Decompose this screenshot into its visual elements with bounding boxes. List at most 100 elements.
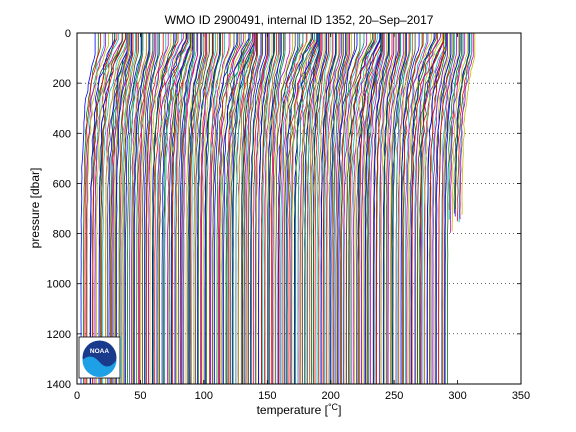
- profile-line-135: [252, 33, 269, 384]
- profile-line-109: [218, 33, 245, 384]
- profile-line-287: [444, 33, 461, 384]
- y-tick-label-0: 0: [65, 28, 71, 40]
- profile-line-60: [157, 33, 184, 384]
- profile-line-180: [309, 33, 325, 384]
- profile-line-71: [171, 33, 191, 384]
- profile-line-75: [175, 33, 192, 384]
- profile-line-36: [127, 33, 143, 384]
- profile-line-196: [330, 33, 346, 384]
- profile-line-213: [351, 33, 378, 384]
- profile-line-191: [322, 33, 340, 384]
- profile-line-277: [432, 33, 449, 384]
- profile-line-77: [179, 33, 194, 384]
- y-tick-label-7: 1400: [47, 379, 71, 391]
- profile-line-136: [254, 33, 271, 384]
- x-tick-label-0: 0: [74, 390, 80, 402]
- profile-line-145: [264, 33, 281, 384]
- profile-line-111: [221, 33, 250, 384]
- profile-line-86: [189, 33, 206, 384]
- profile-line-89: [193, 33, 209, 384]
- profile-line-103: [211, 33, 232, 384]
- profile-lines: [80, 33, 476, 384]
- profile-line-120: [232, 33, 256, 384]
- profile-line-62: [159, 33, 187, 384]
- x-tick-label-3: 150: [258, 390, 276, 402]
- profile-line-185: [316, 33, 331, 384]
- profile-line-200: [335, 33, 350, 384]
- profile-line-297: [458, 33, 473, 223]
- profile-line-184: [314, 33, 330, 384]
- profile-line-231: [373, 33, 390, 384]
- profile-line-147: [268, 33, 282, 384]
- profile-line-17: [102, 33, 127, 384]
- profile-line-206: [342, 33, 365, 384]
- profile-line-66: [164, 33, 190, 384]
- profile-line-113: [225, 33, 251, 384]
- profile-line-101: [209, 33, 226, 384]
- profile-line-2: [84, 33, 101, 384]
- profile-line-257: [407, 33, 432, 384]
- profile-line-15: [100, 33, 126, 384]
- profile-line-299: [461, 33, 476, 215]
- profile-line-280: [435, 33, 452, 384]
- profile-line-189: [320, 33, 337, 384]
- profile-line-116: [227, 33, 253, 384]
- profile-line-160: [284, 33, 312, 384]
- x-tick-label-2: 100: [195, 390, 213, 402]
- profile-line-44: [137, 33, 154, 384]
- profile-line-153: [275, 33, 296, 384]
- profile-line-270: [423, 33, 447, 384]
- profile-line-204: [339, 33, 361, 384]
- profile-line-29: [118, 33, 134, 384]
- profile-line-193: [325, 33, 342, 384]
- profile-line-144: [264, 33, 280, 384]
- profile-line-273: [426, 33, 447, 384]
- profile-line-50: [145, 33, 160, 384]
- profile-line-245: [391, 33, 408, 384]
- profile-line-57: [152, 33, 177, 384]
- profile-line-30: [119, 33, 134, 384]
- profile-line-174: [302, 33, 320, 384]
- profile-line-93: [199, 33, 215, 384]
- y-tick-label-4: 800: [53, 229, 71, 241]
- profile-line-1: [83, 33, 99, 384]
- profile-line-164: [290, 33, 315, 384]
- profile-line-43: [136, 33, 151, 384]
- profile-line-261: [411, 33, 438, 384]
- profile-line-154: [277, 33, 299, 384]
- profile-line-267: [419, 33, 444, 384]
- profile-line-40: [132, 33, 147, 384]
- profile-line-233: [376, 33, 393, 384]
- x-tick-label-5: 250: [385, 390, 403, 402]
- profile-line-230: [372, 33, 389, 384]
- profile-line-127: [242, 33, 257, 384]
- x-tick-label-1: 50: [134, 390, 146, 402]
- profile-line-169: [294, 33, 319, 384]
- profile-line-197: [331, 33, 348, 384]
- profile-line-165: [290, 33, 318, 384]
- profile-line-205: [340, 33, 365, 384]
- profile-line-63: [161, 33, 188, 384]
- y-axis-label: pressure [dbar]: [28, 168, 42, 249]
- profile-line-216: [356, 33, 381, 384]
- profile-line-12: [96, 33, 123, 384]
- profile-line-85: [189, 33, 205, 384]
- profile-line-201: [336, 33, 352, 384]
- profile-line-232: [375, 33, 391, 384]
- y-tick-label-5: 1000: [47, 279, 71, 291]
- noaa-logo-text: NOAA: [90, 348, 109, 355]
- profile-line-263: [414, 33, 442, 384]
- profile-line-58: [154, 33, 179, 384]
- profile-line-95: [200, 33, 218, 384]
- profile-line-269: [421, 33, 446, 384]
- y-tick-label-3: 600: [53, 178, 71, 190]
- profile-line-211: [348, 33, 375, 384]
- profile-line-31: [121, 33, 136, 384]
- profile-line-187: [318, 33, 333, 384]
- profile-line-290: [448, 33, 464, 220]
- profile-line-226: [367, 33, 384, 384]
- profile-line-7: [90, 33, 115, 384]
- profile-line-171: [297, 33, 319, 384]
- profile-line-98: [204, 33, 221, 384]
- profile-line-198: [333, 33, 349, 384]
